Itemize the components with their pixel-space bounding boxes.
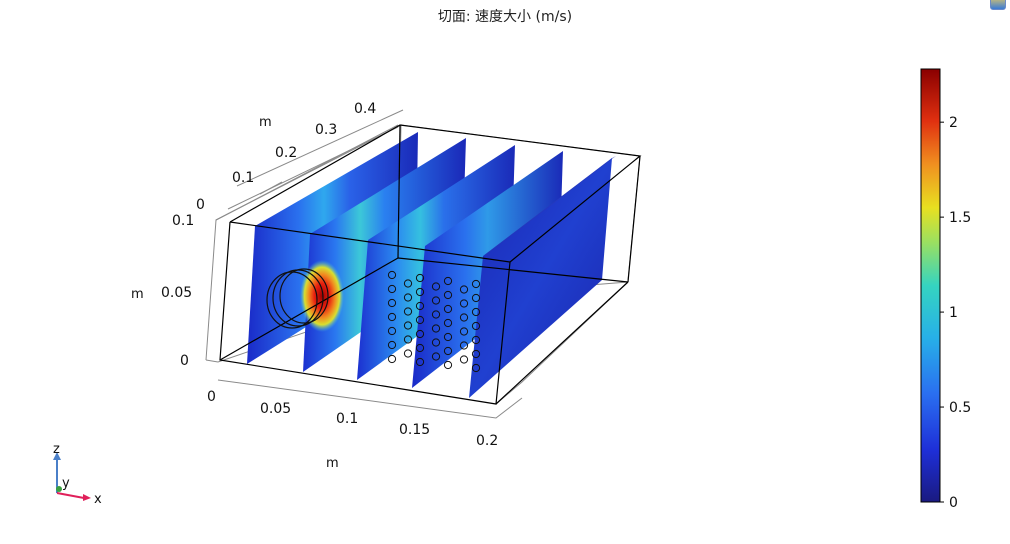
tube-hole — [387, 312, 397, 322]
z-tick-2: 0.1 — [172, 213, 194, 229]
tube-hole — [431, 296, 441, 305]
tube-hole — [431, 282, 441, 291]
tube-hole — [443, 290, 453, 300]
slice-2-hotspot — [300, 260, 344, 332]
y-tick-1: 0.1 — [232, 170, 254, 186]
z-axis: 0 0.05 0.1 m — [131, 213, 194, 369]
tube-hole — [415, 329, 425, 339]
y-tick-0: 0 — [196, 197, 205, 213]
tube-hole — [415, 357, 425, 367]
tube-hole — [431, 338, 441, 347]
y-tick-4: 0.4 — [354, 101, 376, 117]
z-axis-label: m — [131, 287, 144, 302]
triad-y-arrow — [56, 486, 62, 492]
tube-hole — [471, 279, 481, 289]
y-axis: 0 0.1 0.2 0.3 0.4 m — [196, 101, 376, 213]
tube-hole — [471, 335, 481, 345]
tube-hole — [387, 354, 397, 364]
colorbar-tick-label: 1 — [949, 305, 958, 321]
tube-hole — [403, 349, 413, 358]
tube-hole — [443, 318, 453, 328]
geometry-frame — [219, 124, 642, 405]
tube-hole — [471, 307, 481, 317]
tube-hole — [443, 332, 453, 342]
triad-x-arrow — [56, 492, 85, 499]
y-tick-2: 0.2 — [275, 145, 297, 161]
tube-hole — [459, 285, 469, 294]
tube-hole — [415, 315, 425, 325]
slices — [247, 132, 616, 398]
z-tick-0: 0 — [180, 353, 189, 369]
y-tick-3: 0.3 — [315, 122, 337, 138]
pipe-outline — [266, 268, 329, 329]
tube-hole — [471, 321, 481, 331]
tube-hole — [431, 324, 441, 333]
x-axis-label: m — [326, 456, 339, 471]
colorbar-tick-label: 0.5 — [949, 400, 971, 416]
tube-hole — [403, 307, 413, 316]
x-axis: 0 0.05 0.1 0.15 0.2 m — [207, 389, 498, 471]
tube-hole — [387, 270, 397, 280]
window-corner-icon[interactable] — [990, 0, 1006, 10]
triad-x-label: x — [94, 492, 102, 507]
tube-hole — [387, 340, 397, 350]
tube-hole — [403, 335, 413, 344]
tube-hole — [431, 352, 441, 361]
tube-hole — [387, 284, 397, 294]
tube-hole — [459, 355, 469, 364]
tube-hole — [415, 343, 425, 353]
tube-hole — [443, 346, 453, 356]
x-tick-0: 0 — [207, 389, 216, 405]
x-tick-4: 0.2 — [476, 433, 498, 449]
tube-holes — [387, 270, 481, 373]
tube-hole — [431, 310, 441, 319]
tube-hole — [415, 273, 425, 283]
tube-hole — [403, 321, 413, 330]
tube-hole — [471, 349, 481, 359]
slice-5 — [469, 158, 612, 398]
slice-5-top — [483, 156, 616, 256]
triad-z-label: z — [53, 442, 60, 457]
tube-hole — [387, 298, 397, 308]
x-tick-2: 0.1 — [336, 411, 358, 427]
tube-hole — [387, 326, 397, 336]
tube-hole — [443, 360, 453, 370]
tube-hole — [471, 293, 481, 303]
plot-title: 切面: 速度大小 (m/s) — [437, 9, 573, 25]
y-axis-ticks — [227, 126, 399, 210]
tube-hole — [415, 287, 425, 297]
tube-hole — [459, 327, 469, 336]
tube-hole — [443, 304, 453, 314]
tube-hole — [403, 279, 413, 288]
tube-hole — [415, 301, 425, 311]
tube-hole — [471, 363, 481, 373]
x-tick-3: 0.15 — [399, 422, 430, 438]
z-tick-1: 0.05 — [161, 285, 192, 301]
tube-hole — [443, 276, 453, 286]
colorbar-tick-label: 2 — [949, 115, 958, 131]
y-axis-label: m — [259, 115, 272, 130]
tube-hole — [403, 293, 413, 302]
x-tick-1: 0.05 — [260, 401, 291, 417]
triad-y-label: y — [62, 476, 70, 491]
colorbar-tick-label: 0 — [949, 495, 958, 511]
tube-hole — [459, 313, 469, 322]
tube-hole — [459, 341, 469, 350]
axis-triad: z y x — [53, 442, 102, 507]
colorbar: 0 0.5 1 1.5 2 — [920, 68, 971, 511]
tube-hole — [459, 299, 469, 308]
colorbar-tick-label: 1.5 — [949, 210, 971, 226]
